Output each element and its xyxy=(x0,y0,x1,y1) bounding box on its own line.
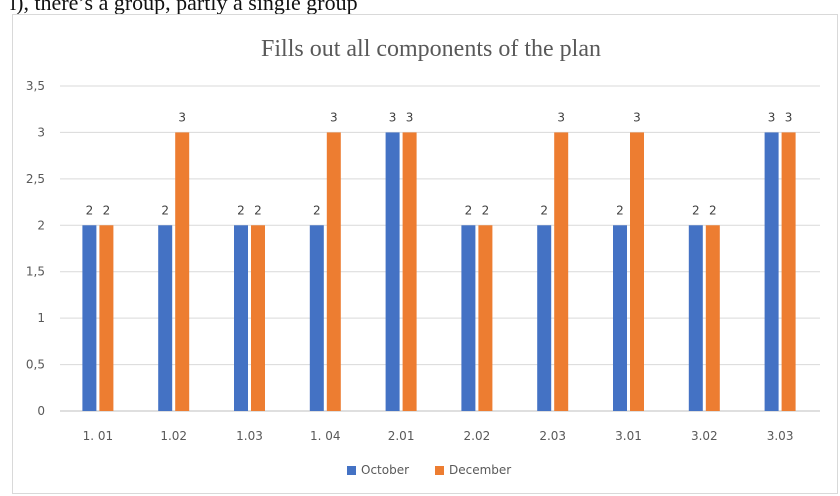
data-label-october: 2 xyxy=(237,203,245,217)
data-label-october: 2 xyxy=(692,203,700,217)
bar-december xyxy=(402,132,417,411)
data-label-december: 3 xyxy=(557,110,565,124)
legend-swatch-december xyxy=(435,466,444,475)
x-tick-label: 3.01 xyxy=(615,429,642,443)
data-label-october: 2 xyxy=(161,203,169,217)
bar-december xyxy=(175,132,190,411)
y-tick-label: 2 xyxy=(37,218,45,232)
data-label-october: 2 xyxy=(540,203,548,217)
bar-december xyxy=(478,225,493,411)
y-tick-label: 3,5 xyxy=(26,79,45,93)
bar-december xyxy=(705,225,720,411)
data-label-october: 2 xyxy=(86,203,94,217)
data-label-december: 3 xyxy=(330,110,338,124)
bar-october xyxy=(688,225,703,411)
legend: October December xyxy=(347,463,511,477)
page-top-strip: l), there’s a group, partly a single gro… xyxy=(0,0,840,18)
data-label-october: 3 xyxy=(389,110,397,124)
bars xyxy=(82,132,796,411)
bar-december xyxy=(99,225,114,411)
bar-october xyxy=(764,132,779,411)
x-tick-label: 2.03 xyxy=(539,429,566,443)
top-strip-text: l), there’s a group, partly a single gro… xyxy=(10,0,358,15)
y-tick-label: 1 xyxy=(37,311,45,325)
x-tick-label: 1. 01 xyxy=(83,429,114,443)
data-label-december: 3 xyxy=(785,110,793,124)
bar-october xyxy=(385,132,400,411)
bar-october xyxy=(537,225,552,411)
bar-december xyxy=(251,225,265,411)
data-label-december: 3 xyxy=(178,110,186,124)
bar-december xyxy=(630,132,644,411)
x-tick-label: 1.03 xyxy=(236,429,263,443)
data-label-october: 2 xyxy=(313,203,321,217)
bar-october xyxy=(158,225,173,411)
legend-swatch-october xyxy=(347,466,356,475)
bar-october xyxy=(461,225,476,411)
y-tick-label: 3 xyxy=(37,125,45,139)
data-label-december: 2 xyxy=(709,203,717,217)
y-tick-label: 2,5 xyxy=(26,172,45,186)
x-tick-label: 3.03 xyxy=(767,429,794,443)
bar-october xyxy=(309,225,324,411)
x-tick-label: 3.02 xyxy=(691,429,718,443)
axes: 0 0,5 1 1,5 2 2,5 3 3,5 1. 01 1.02 1.03 1. 04 2.01 2.… xyxy=(26,79,794,443)
bar-december xyxy=(781,132,796,411)
data-label-december: 2 xyxy=(103,203,111,217)
y-tick-label: 0,5 xyxy=(26,358,45,372)
data-label-october: 2 xyxy=(465,203,473,217)
y-tick-label: 1,5 xyxy=(26,265,45,279)
bar-december xyxy=(554,132,569,411)
chart-title: Fills out all components of the plan xyxy=(261,36,601,62)
data-label-december: 3 xyxy=(633,110,641,124)
bar-october xyxy=(82,225,97,411)
data-label-december: 3 xyxy=(406,110,414,124)
bar-december xyxy=(326,132,341,411)
data-label-december: 2 xyxy=(482,203,490,217)
bar-october xyxy=(234,225,248,411)
x-tick-label: 1.02 xyxy=(160,429,187,443)
data-label-december: 2 xyxy=(254,203,262,217)
x-tick-label: 2.01 xyxy=(388,429,415,443)
legend-label-december: December xyxy=(449,463,511,477)
y-tick-label: 0 xyxy=(37,404,45,418)
x-tick-label: 2.02 xyxy=(464,429,491,443)
x-tick-label: 1. 04 xyxy=(310,429,341,443)
legend-label-october: October xyxy=(361,463,409,477)
bar-october xyxy=(613,225,627,411)
data-label-october: 2 xyxy=(616,203,624,217)
data-label-october: 3 xyxy=(768,110,776,124)
